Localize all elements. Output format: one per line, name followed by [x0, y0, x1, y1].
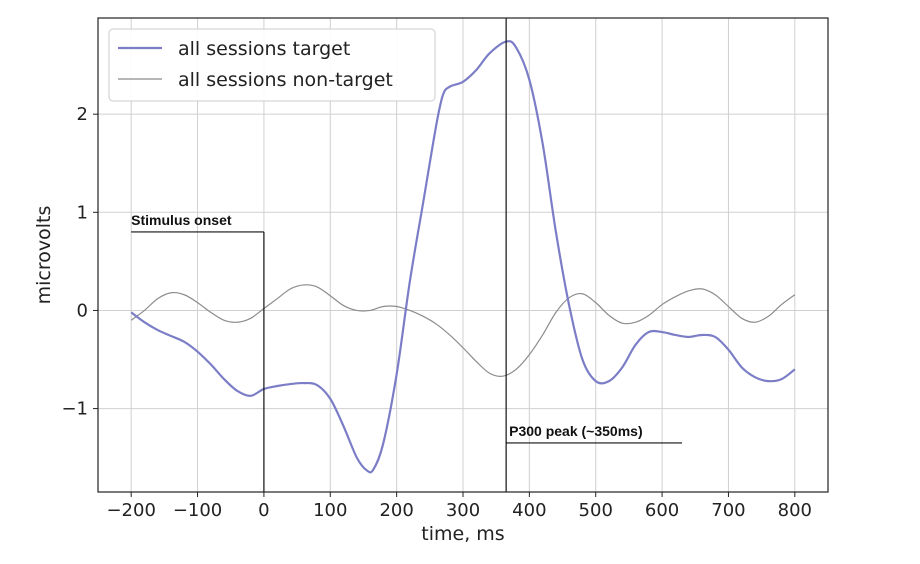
y-tick-label: 1	[77, 202, 88, 223]
legend: all sessions target all sessions non-tar…	[108, 28, 436, 102]
x-tick-label: 500	[579, 500, 613, 521]
p300-peak-label: P300 peak (~350ms)	[509, 423, 642, 439]
x-tick-label: −100	[173, 500, 222, 521]
series-line-non-target	[130, 284, 796, 377]
legend-box	[108, 28, 436, 102]
x-tick-label: −200	[106, 500, 155, 521]
x-tick-label: 100	[313, 500, 347, 521]
y-tick-label: 0	[77, 300, 88, 321]
grid-lines	[98, 18, 828, 492]
legend-label-non-target: all sessions non-target	[178, 69, 393, 91]
x-tick-label: 200	[379, 500, 413, 521]
x-axis-label: time, ms	[421, 523, 504, 545]
y-tick-label: 2	[77, 104, 88, 125]
y-axis-label: microvolts	[33, 206, 55, 305]
legend-label-target: all sessions target	[178, 38, 350, 60]
x-tick-label: 0	[258, 500, 269, 521]
x-tick-label: 600	[645, 500, 679, 521]
stimulus-onset-label: Stimulus onset	[131, 212, 232, 228]
x-tick-label: 400	[512, 500, 546, 521]
series-line-target	[130, 40, 796, 474]
tick-labels: −200 −100 0 100 200 300 400 500 600 700 800 −1 0 1 2	[61, 104, 812, 521]
x-tick-label: 700	[711, 500, 745, 521]
series-lines	[130, 40, 796, 474]
x-tick-label: 300	[446, 500, 480, 521]
annotations: Stimulus onset P300 peak (~350ms)	[131, 18, 682, 492]
x-tick-label: 800	[778, 500, 812, 521]
y-tick-label: −1	[61, 399, 88, 420]
